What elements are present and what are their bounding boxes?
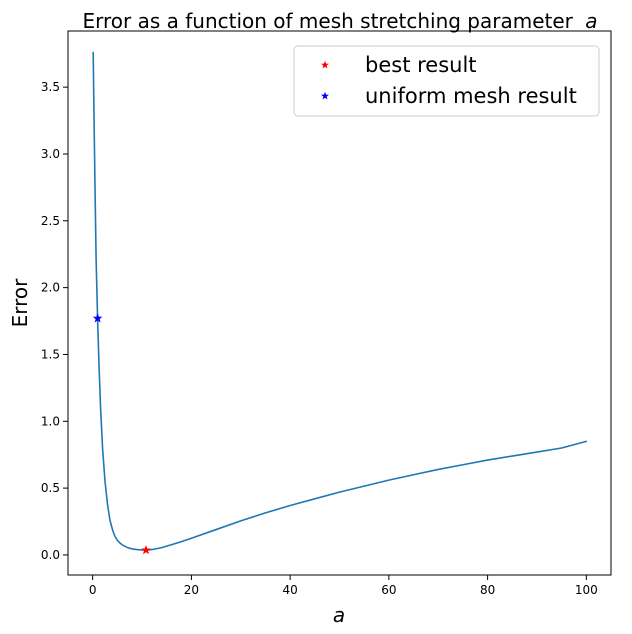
legend-marker-uniform-mesh-result xyxy=(321,91,329,100)
uniform-mesh-result-point xyxy=(92,313,103,323)
x-tick-label: 20 xyxy=(184,583,199,597)
x-tick-label: 40 xyxy=(282,583,297,597)
legend-box xyxy=(293,45,600,117)
y-tick-label: 2.5 xyxy=(41,214,60,228)
y-tick-label: 2.0 xyxy=(41,281,60,295)
chart-title: Error as a function of mesh stretching p… xyxy=(82,9,597,33)
chart-title-variable: a xyxy=(585,9,597,33)
legend-label-best-result: best result xyxy=(365,53,477,77)
plot-area-frame xyxy=(67,30,612,576)
y-tick-label: 1.5 xyxy=(41,347,60,361)
x-axis-label: a xyxy=(333,603,345,627)
x-tick-label: 60 xyxy=(381,583,396,597)
x-tick-label: 100 xyxy=(575,583,598,597)
x-tick-label: 80 xyxy=(480,583,495,597)
legend-label-uniform-mesh-result: uniform mesh result xyxy=(365,84,577,108)
chart-title-text: Error as a function of mesh stretching p… xyxy=(82,9,573,33)
y-axis-ticks: 0.0 0.5 1.0 1.5 2.0 2.5 3.0 3.5 xyxy=(41,80,68,562)
y-tick-label: 0.0 xyxy=(41,548,60,562)
y-tick-label: 0.5 xyxy=(41,481,60,495)
best-result-point xyxy=(141,545,151,555)
y-axis-label: Error xyxy=(8,278,32,328)
x-tick-label: 0 xyxy=(89,583,97,597)
legend-marker-best-result xyxy=(321,60,329,69)
x-axis-ticks: 0 20 40 60 80 100 xyxy=(89,575,598,597)
y-tick-label: 3.0 xyxy=(41,147,60,161)
y-tick-label: 1.0 xyxy=(41,414,60,428)
error-curve-line xyxy=(92,51,588,551)
y-tick-label: 3.5 xyxy=(41,80,60,94)
legend: best result uniform mesh result xyxy=(293,45,600,117)
series-layer xyxy=(92,51,588,555)
